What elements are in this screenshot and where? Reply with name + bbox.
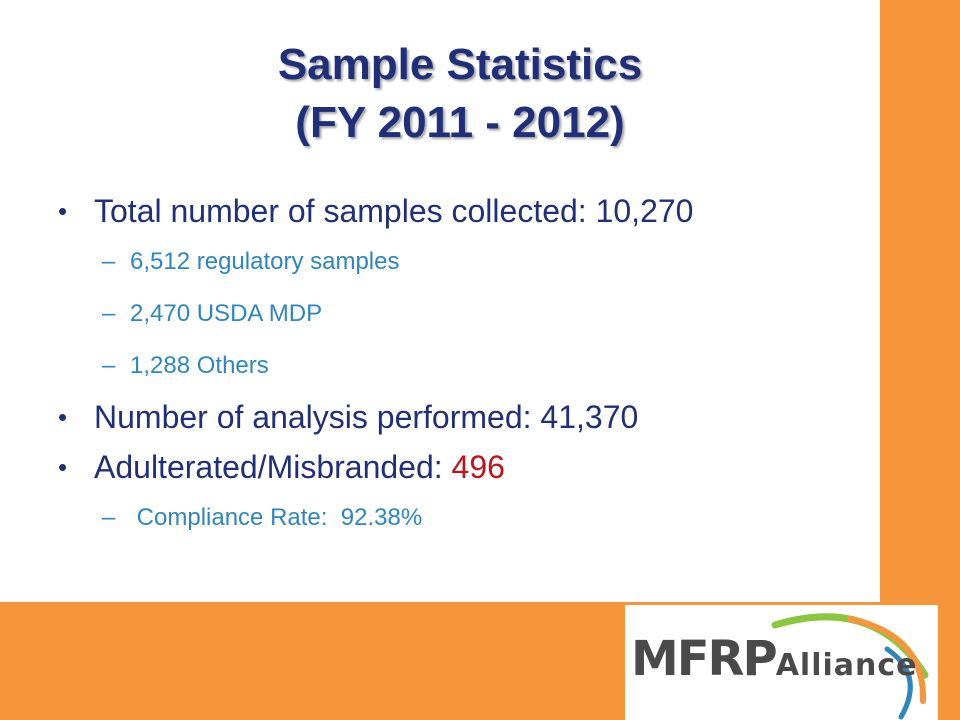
mfrp-alliance-logo: MFRPAlliance	[625, 605, 938, 720]
dash-icon: –	[102, 504, 116, 531]
bullet-dot-icon: •	[58, 402, 68, 432]
sub-bullet-text: 1,288 Others	[130, 352, 269, 379]
slide-title: Sample Statistics (FY 2011 - 2012)	[0, 36, 920, 152]
adulterated-count: 496	[451, 449, 505, 485]
logo-sub-text: Alliance	[775, 648, 918, 683]
bullet-dot-icon: •	[58, 452, 68, 482]
dash-icon: –	[102, 248, 116, 275]
sub-bullet-others: – 1,288 Others	[58, 340, 858, 392]
sub-bullet-usda: – 2,470 USDA MDP	[58, 288, 858, 340]
title-line-2: (FY 2011 - 2012)	[295, 98, 625, 147]
sub-bullet-text: 2,470 USDA MDP	[130, 300, 323, 327]
sub-bullet-regulatory: – 6,512 regulatory samples	[58, 236, 858, 288]
sub-bullet-compliance: – Compliance Rate: 92.38%	[58, 492, 858, 544]
bullet-text: Adulterated/Misbranded:	[94, 449, 452, 485]
bullet-adulterated: • Adulterated/Misbranded: 496	[58, 442, 858, 492]
orange-side-bar	[880, 0, 960, 720]
bullet-dot-icon: •	[58, 196, 68, 226]
bullet-samples-collected: • Total number of samples collected: 10,…	[58, 186, 858, 236]
bullet-list: • Total number of samples collected: 10,…	[58, 186, 858, 544]
content-area	[0, 0, 880, 602]
dash-icon: –	[102, 352, 116, 379]
bullet-text: Total number of samples collected: 10,27…	[94, 193, 694, 229]
dash-icon: –	[102, 300, 116, 327]
title-line-1: Sample Statistics	[277, 40, 643, 89]
bullet-analysis-performed: • Number of analysis performed: 41,370	[58, 392, 858, 442]
logo-wordmark: MFRPAlliance	[631, 631, 918, 687]
sub-bullet-text: 6,512 regulatory samples	[130, 248, 400, 275]
sub-bullet-text: Compliance Rate: 92.38%	[130, 504, 423, 531]
logo-arcs-icon	[771, 613, 929, 720]
logo-main-text: MFRP	[631, 631, 778, 687]
bullet-text: Number of analysis performed: 41,370	[94, 399, 639, 435]
